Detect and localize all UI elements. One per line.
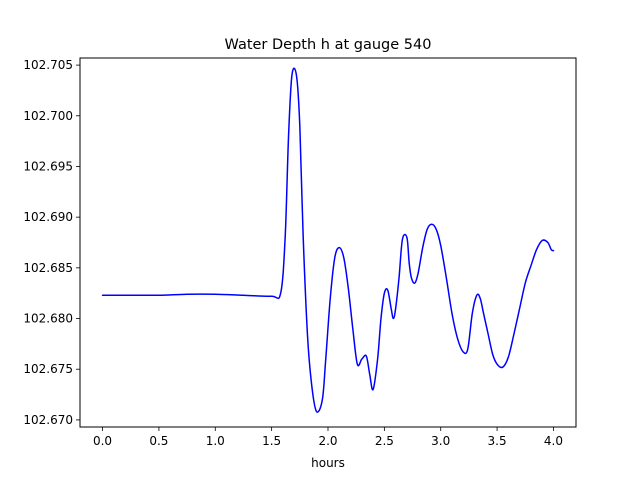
plot-area <box>101 67 555 413</box>
x-axis-label: hours <box>311 456 345 470</box>
x-tick-label: 0.5 <box>149 434 168 448</box>
x-tick-label: 3.0 <box>431 434 450 448</box>
y-axis: 102.670 102.675 102.680 102.685 102.690 102.6… <box>23 58 80 427</box>
x-tick-label: 4.0 <box>544 434 563 448</box>
y-tick-label: 102.685 <box>23 261 73 275</box>
x-axis: 0.0 0.5 1.0 1.5 2.0 2.5 3.0 3.5 4.0 <box>93 427 563 448</box>
x-tick-label: 2.0 <box>318 434 337 448</box>
chart-title: Water Depth h at gauge 540 <box>225 37 432 53</box>
y-tick-label: 102.705 <box>23 58 73 72</box>
y-tick-label: 102.690 <box>23 210 73 224</box>
x-tick-label: 2.5 <box>375 434 394 448</box>
y-tick-label: 102.670 <box>23 413 73 427</box>
y-tick-label: 102.695 <box>23 159 73 173</box>
y-tick-label: 102.700 <box>23 109 73 123</box>
y-tick-label: 102.675 <box>23 362 73 376</box>
data-line <box>101 67 555 413</box>
x-tick-label: 1.0 <box>206 434 225 448</box>
x-tick-label: 1.5 <box>262 434 281 448</box>
x-tick-label: 3.5 <box>488 434 507 448</box>
y-tick-label: 102.680 <box>23 312 73 326</box>
x-tick-label: 0.0 <box>93 434 112 448</box>
